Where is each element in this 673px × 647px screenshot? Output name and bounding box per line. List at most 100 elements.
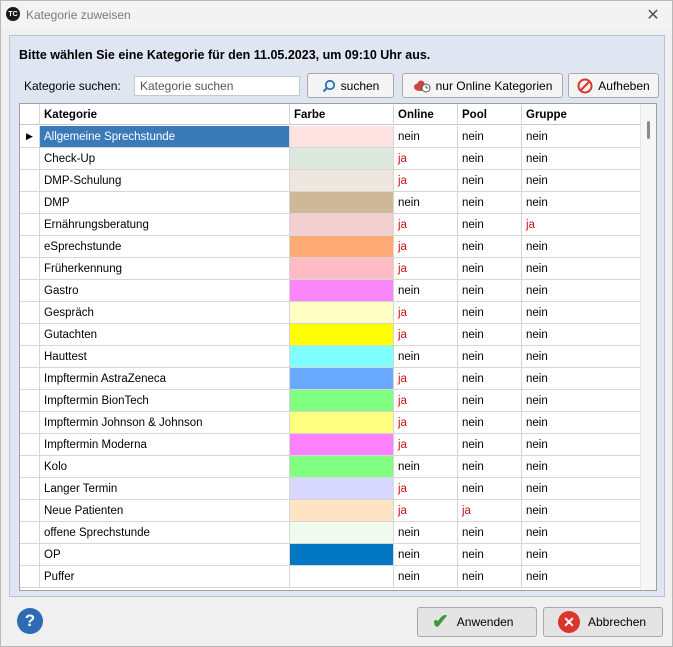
- cell-online[interactable]: ja: [394, 258, 458, 279]
- cell-online[interactable]: ja: [394, 148, 458, 169]
- table-row[interactable]: eSprechstunde ja nein nein: [20, 236, 640, 258]
- column-header-kategorie[interactable]: Kategorie: [40, 104, 290, 125]
- table-row[interactable]: Ernährungsberatung ja nein ja: [20, 214, 640, 236]
- cell-kategorie[interactable]: Neue Patienten: [40, 500, 290, 521]
- cell-kategorie[interactable]: Hauttest: [40, 346, 290, 367]
- cell-pool[interactable]: nein: [458, 214, 522, 235]
- cell-pool[interactable]: nein: [458, 148, 522, 169]
- cell-pool[interactable]: nein: [458, 280, 522, 301]
- cell-pool[interactable]: nein: [458, 346, 522, 367]
- row-indicator[interactable]: [20, 500, 40, 521]
- table-row[interactable]: ▶ Allgemeine Sprechstunde nein nein nein: [20, 126, 640, 148]
- cell-farbe[interactable]: [290, 566, 394, 587]
- cell-farbe[interactable]: [290, 302, 394, 323]
- row-indicator[interactable]: [20, 346, 40, 367]
- cell-farbe[interactable]: [290, 126, 394, 147]
- cell-pool[interactable]: nein: [458, 522, 522, 543]
- row-indicator[interactable]: [20, 522, 40, 543]
- cell-gruppe[interactable]: nein: [526, 416, 548, 429]
- cell-kategorie[interactable]: Puffer: [40, 566, 290, 587]
- cell-online[interactable]: ja: [394, 412, 458, 433]
- row-indicator[interactable]: [20, 324, 40, 345]
- cell-online[interactable]: ja: [394, 214, 458, 235]
- close-button[interactable]: ✕: [642, 5, 664, 25]
- cell-farbe[interactable]: [290, 544, 394, 565]
- cell-online[interactable]: ja: [394, 170, 458, 191]
- scrollbar-thumb[interactable]: [647, 121, 650, 139]
- cell-farbe[interactable]: [290, 456, 394, 477]
- cell-online[interactable]: ja: [394, 478, 458, 499]
- cell-kategorie[interactable]: Ernährungsberatung: [40, 214, 290, 235]
- cell-pool[interactable]: ja: [458, 500, 522, 521]
- cell-pool[interactable]: nein: [458, 236, 522, 257]
- cell-kategorie[interactable]: eSprechstunde: [40, 236, 290, 257]
- cell-online[interactable]: ja: [394, 390, 458, 411]
- row-indicator[interactable]: [20, 258, 40, 279]
- cell-gruppe[interactable]: nein: [526, 174, 548, 187]
- cell-gruppe[interactable]: nein: [526, 394, 548, 407]
- cell-kategorie[interactable]: Gutachten: [40, 324, 290, 345]
- table-row[interactable]: Puffer nein nein nein: [20, 566, 640, 588]
- cell-online[interactable]: nein: [394, 126, 458, 147]
- cell-gruppe[interactable]: nein: [526, 262, 548, 275]
- cell-gruppe[interactable]: nein: [526, 284, 548, 297]
- cell-kategorie[interactable]: Langer Termin: [40, 478, 290, 499]
- cell-farbe[interactable]: [290, 412, 394, 433]
- cell-online[interactable]: ja: [394, 302, 458, 323]
- table-row[interactable]: Impftermin Moderna ja nein nein: [20, 434, 640, 456]
- cell-pool[interactable]: nein: [458, 302, 522, 323]
- cell-online[interactable]: ja: [394, 236, 458, 257]
- cell-farbe[interactable]: [290, 500, 394, 521]
- row-indicator[interactable]: [20, 412, 40, 433]
- cell-gruppe[interactable]: nein: [526, 372, 548, 385]
- row-indicator[interactable]: [20, 236, 40, 257]
- search-button[interactable]: suchen: [307, 73, 394, 98]
- cell-gruppe[interactable]: nein: [526, 526, 548, 539]
- row-indicator[interactable]: [20, 368, 40, 389]
- table-row[interactable]: Früherkennung ja nein nein: [20, 258, 640, 280]
- cell-kategorie[interactable]: Kolo: [40, 456, 290, 477]
- cell-farbe[interactable]: [290, 346, 394, 367]
- cell-farbe[interactable]: [290, 236, 394, 257]
- table-row[interactable]: Neue Patienten ja ja nein: [20, 500, 640, 522]
- row-indicator[interactable]: ▶: [20, 126, 40, 147]
- cell-pool[interactable]: nein: [458, 390, 522, 411]
- cell-gruppe[interactable]: nein: [526, 130, 548, 143]
- cell-online[interactable]: nein: [394, 544, 458, 565]
- cell-farbe[interactable]: [290, 522, 394, 543]
- column-header-online[interactable]: Online: [394, 104, 458, 125]
- cell-pool[interactable]: nein: [458, 324, 522, 345]
- cell-pool[interactable]: nein: [458, 170, 522, 191]
- table-row[interactable]: Impftermin Johnson & Johnson ja nein nein: [20, 412, 640, 434]
- cell-gruppe[interactable]: nein: [526, 438, 548, 451]
- table-row[interactable]: Impftermin AstraZeneca ja nein nein: [20, 368, 640, 390]
- table-row[interactable]: Kolo nein nein nein: [20, 456, 640, 478]
- help-button[interactable]: ?: [17, 608, 43, 634]
- cell-farbe[interactable]: [290, 324, 394, 345]
- cell-gruppe[interactable]: nein: [526, 570, 548, 583]
- row-indicator[interactable]: [20, 192, 40, 213]
- cell-gruppe[interactable]: nein: [526, 196, 548, 209]
- cell-pool[interactable]: nein: [458, 412, 522, 433]
- table-row[interactable]: Check-Up ja nein nein: [20, 148, 640, 170]
- column-header-gruppe[interactable]: Gruppe: [526, 108, 567, 121]
- cell-pool[interactable]: nein: [458, 456, 522, 477]
- table-row[interactable]: DMP-Schulung ja nein nein: [20, 170, 640, 192]
- cell-gruppe[interactable]: nein: [526, 328, 548, 341]
- row-indicator[interactable]: [20, 544, 40, 565]
- cell-online[interactable]: nein: [394, 566, 458, 587]
- row-indicator[interactable]: [20, 390, 40, 411]
- row-indicator[interactable]: [20, 148, 40, 169]
- cancel-button[interactable]: ✕ Abbrechen: [543, 607, 663, 637]
- cell-online[interactable]: ja: [394, 368, 458, 389]
- cell-farbe[interactable]: [290, 214, 394, 235]
- row-indicator[interactable]: [20, 434, 40, 455]
- cell-gruppe[interactable]: ja: [526, 218, 535, 231]
- row-indicator[interactable]: [20, 478, 40, 499]
- cell-farbe[interactable]: [290, 434, 394, 455]
- cell-gruppe[interactable]: nein: [526, 306, 548, 319]
- clear-button[interactable]: Aufheben: [568, 73, 659, 98]
- row-indicator[interactable]: [20, 302, 40, 323]
- cell-online[interactable]: nein: [394, 522, 458, 543]
- table-row[interactable]: DMP nein nein nein: [20, 192, 640, 214]
